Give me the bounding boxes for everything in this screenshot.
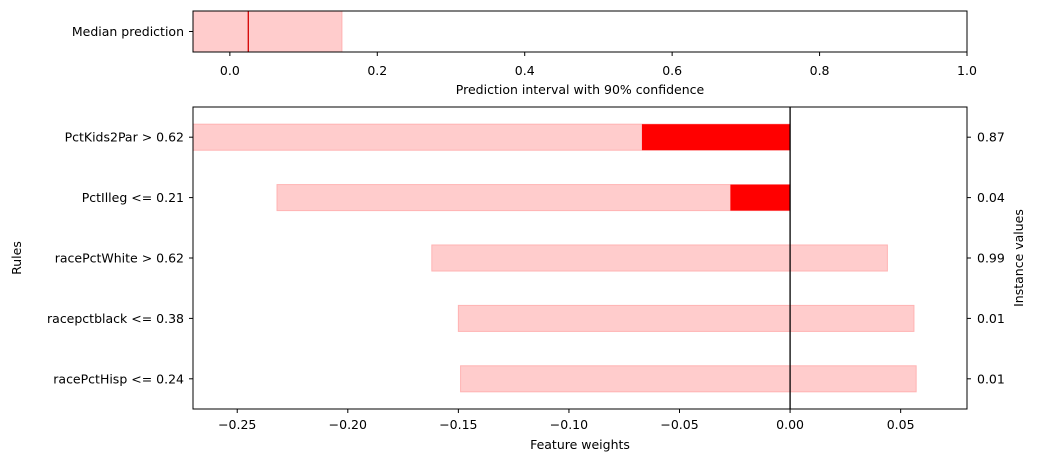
rule-label: PctKids2Par > 0.62 <box>65 130 184 145</box>
x-tick-label: −0.05 <box>660 417 698 432</box>
weight-bar <box>641 124 791 151</box>
x-tick-label: 0.0 <box>220 63 240 78</box>
feature-weights-panel: PctKids2Par > 0.62 PctIlleg <= 0.21 racePc… <box>9 106 1026 452</box>
rule-label: racePctHisp <= 0.24 <box>53 371 184 386</box>
rules-axis-title: Rules <box>9 241 24 275</box>
x-tick-label: 0.6 <box>662 63 682 78</box>
instance-values-axis-title: Instance values <box>1011 209 1026 307</box>
interval-bar <box>460 365 917 393</box>
instance-value-label: 0.01 <box>977 311 1005 326</box>
rule-label: PctIlleg <= 0.21 <box>82 190 184 205</box>
weights-axis-title: Feature weights <box>530 437 630 452</box>
y-tick-label: Median prediction <box>72 24 184 39</box>
prediction-interval-bar <box>192 10 343 53</box>
x-tick-label: −0.15 <box>439 417 477 432</box>
instance-value-label: 0.99 <box>977 251 1005 266</box>
weight-bar <box>730 184 791 211</box>
x-tick-label: −0.20 <box>329 417 367 432</box>
prediction-interval-panel: Median prediction 0.0 0.2 0.4 0.6 0.8 1.0 Pre… <box>72 10 977 97</box>
interval-bar <box>431 244 888 272</box>
x-tick-label: 0.4 <box>515 63 535 78</box>
x-tick-label: 0.05 <box>887 417 915 432</box>
x-tick-label: 1.0 <box>957 63 977 78</box>
interval-bar <box>457 304 915 332</box>
x-tick-label: −0.25 <box>218 417 256 432</box>
interval-bar <box>276 184 791 212</box>
x-tick-label: 0.8 <box>810 63 830 78</box>
instance-value-label: 0.04 <box>977 190 1005 205</box>
x-tick-label: 0.2 <box>367 63 387 78</box>
rule-label: racePctWhite > 0.62 <box>55 251 184 266</box>
prediction-axis-title: Prediction interval with 90% confidence <box>456 82 705 97</box>
x-tick-label: −0.10 <box>550 417 588 432</box>
instance-value-label: 0.87 <box>977 130 1005 145</box>
rule-label: racepctblack <= 0.38 <box>47 311 184 326</box>
instance-value-label: 0.01 <box>977 371 1005 386</box>
x-tick-label: 0.00 <box>776 417 804 432</box>
